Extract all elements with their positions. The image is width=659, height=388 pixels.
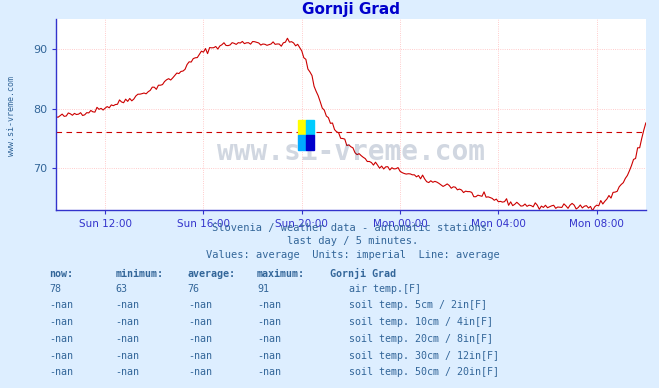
- Text: www.si-vreme.com: www.si-vreme.com: [7, 76, 16, 156]
- Text: -nan: -nan: [49, 334, 73, 344]
- Text: www.si-vreme.com: www.si-vreme.com: [217, 139, 485, 166]
- Text: -nan: -nan: [115, 367, 139, 377]
- Bar: [306, 135, 314, 150]
- Text: Values: average  Units: imperial  Line: average: Values: average Units: imperial Line: av…: [206, 250, 500, 260]
- Text: -nan: -nan: [188, 300, 212, 310]
- Text: soil temp. 20cm / 8in[F]: soil temp. 20cm / 8in[F]: [349, 334, 494, 344]
- Text: last day / 5 minutes.: last day / 5 minutes.: [287, 236, 418, 246]
- Text: soil temp. 10cm / 4in[F]: soil temp. 10cm / 4in[F]: [349, 317, 494, 327]
- Text: average:: average:: [188, 269, 236, 279]
- Text: -nan: -nan: [49, 367, 73, 377]
- Bar: [298, 120, 306, 135]
- Text: soil temp. 30cm / 12in[F]: soil temp. 30cm / 12in[F]: [349, 350, 500, 360]
- Text: -nan: -nan: [115, 300, 139, 310]
- Bar: [298, 135, 306, 150]
- Text: -nan: -nan: [257, 317, 281, 327]
- Text: -nan: -nan: [257, 367, 281, 377]
- Text: 63: 63: [115, 284, 127, 294]
- Text: now:: now:: [49, 269, 73, 279]
- Text: -nan: -nan: [188, 317, 212, 327]
- Text: soil temp. 50cm / 20in[F]: soil temp. 50cm / 20in[F]: [349, 367, 500, 377]
- Text: soil temp. 5cm / 2in[F]: soil temp. 5cm / 2in[F]: [349, 300, 487, 310]
- Text: -nan: -nan: [257, 334, 281, 344]
- Text: Slovenia / weather data - automatic stations.: Slovenia / weather data - automatic stat…: [212, 223, 493, 233]
- Text: -nan: -nan: [49, 317, 73, 327]
- Text: air temp.[F]: air temp.[F]: [349, 284, 421, 294]
- Bar: [306, 120, 314, 135]
- Text: 78: 78: [49, 284, 61, 294]
- Text: -nan: -nan: [115, 317, 139, 327]
- Text: minimum:: minimum:: [115, 269, 163, 279]
- Text: 91: 91: [257, 284, 269, 294]
- Text: -nan: -nan: [257, 350, 281, 360]
- Text: -nan: -nan: [49, 300, 73, 310]
- Text: -nan: -nan: [257, 300, 281, 310]
- Text: maximum:: maximum:: [257, 269, 305, 279]
- Text: -nan: -nan: [188, 350, 212, 360]
- Text: Gornji Grad: Gornji Grad: [330, 268, 395, 279]
- Text: -nan: -nan: [188, 367, 212, 377]
- Title: Gornji Grad: Gornji Grad: [302, 2, 400, 17]
- Text: 76: 76: [188, 284, 200, 294]
- Text: -nan: -nan: [115, 334, 139, 344]
- Text: -nan: -nan: [188, 334, 212, 344]
- Text: -nan: -nan: [115, 350, 139, 360]
- Text: -nan: -nan: [49, 350, 73, 360]
